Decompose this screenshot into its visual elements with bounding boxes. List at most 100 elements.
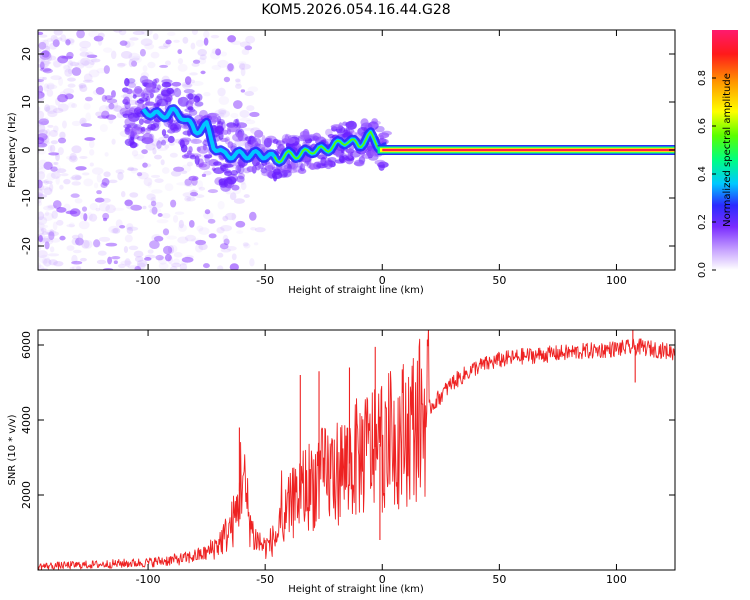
spectrogram-noise-blob — [59, 235, 66, 241]
spectrogram-noise-blob — [97, 36, 103, 46]
spectrogram-cloud-blob — [173, 87, 182, 98]
spectrogram-cloud-blob — [123, 96, 131, 105]
spectrogram-noise-blob — [77, 59, 89, 67]
spectrogram-noise-blob — [79, 84, 88, 93]
spectrogram-cloud-blob — [349, 151, 361, 158]
spectrogram-cloud-blob — [124, 78, 130, 87]
snr-y-tick-label: 2000 — [20, 481, 33, 509]
spectrogram-noise-blob — [38, 149, 46, 155]
spectrogram-cloud-blob — [170, 123, 182, 133]
spectrogram-cloud-blob — [145, 83, 155, 93]
spectrogram-noise-blob — [188, 220, 195, 228]
spectrogram-noise-blob — [85, 112, 91, 122]
spectrogram-noise-blob — [115, 169, 125, 174]
spectrogram-noise-blob — [128, 58, 134, 68]
spectrogram-noise-blob — [124, 199, 133, 207]
spectrogram-noise-blob — [111, 138, 116, 145]
spectrogram-noise-blob — [186, 161, 193, 167]
spectrogram-cloud-blob — [194, 101, 204, 107]
spectrogram-noise-blob — [40, 227, 47, 233]
spectrogram-noise-blob — [49, 246, 55, 253]
spectrogram-noise-blob — [39, 50, 52, 60]
spectrogram-noise-blob — [89, 162, 94, 167]
spectrogram-noise-blob — [103, 65, 110, 74]
spectrogram-noise-blob — [84, 137, 96, 141]
spectrogram-noise-blob — [59, 184, 64, 190]
spectrogram-noise-blob — [147, 249, 154, 254]
spectrogram-noise-blob — [151, 174, 161, 178]
spectrogram-noise-blob — [173, 39, 180, 43]
spectrogram-noise-blob — [231, 40, 242, 46]
spectrogram-noise-blob — [124, 258, 131, 267]
colorbar-tick-label: 0.0 — [697, 262, 708, 278]
spectrogram-noise-blob — [49, 183, 54, 192]
spectrogram-noise-blob — [67, 83, 76, 88]
spectrogram-noise-blob — [62, 120, 67, 129]
spectrogram-noise-blob — [158, 256, 168, 265]
spectrogram-noise-blob — [79, 155, 88, 159]
spectrogram-noise-blob — [115, 219, 123, 228]
spectrogram-noise-blob — [62, 65, 70, 70]
spectrogram-noise-blob — [177, 236, 189, 244]
spectrogram-noise-blob — [170, 199, 177, 208]
spectrogram-noise-blob — [108, 225, 120, 234]
spectrogram-noise-blob — [38, 228, 45, 236]
spectrogram-cloud-blob — [260, 167, 268, 174]
spectrogram-noise-blob — [38, 216, 48, 226]
spectrogram-cloud-blob — [131, 126, 142, 132]
spectrogram-noise-blob — [101, 110, 110, 119]
spectrogram-cloud-blob — [171, 81, 182, 87]
spectrogram-cloud-blob — [341, 154, 349, 161]
spectrogram-noise-blob — [38, 63, 45, 68]
spectrogram-noise-blob — [81, 239, 90, 249]
spectrogram-noise-blob — [38, 243, 42, 251]
spectrogram-noise-blob — [223, 76, 231, 83]
spectrogram-cloud-blob — [213, 167, 225, 174]
spectrogram-noise-blob — [38, 76, 45, 81]
spectrogram-noise-blob — [38, 211, 45, 221]
spectrogram-cloud-blob — [261, 135, 266, 145]
spectrogram-x-tick-label: 100 — [606, 274, 627, 287]
spectrogram-noise-blob — [97, 32, 105, 39]
spectrogram-noise-blob — [143, 163, 152, 168]
spectrogram-noise-blob — [126, 223, 134, 230]
spectrogram-noise-blob — [89, 203, 98, 211]
spectrogram-noise-blob — [83, 103, 91, 110]
spectrogram-cloud-blob — [140, 126, 146, 132]
snr-y-label: SNR (10 * v/v) — [7, 414, 18, 485]
spectrogram-noise-blob — [81, 119, 86, 127]
spectrogram-cloud-blob — [230, 170, 239, 176]
spectrogram-noise-blob — [38, 123, 46, 133]
spectrogram-noise-blob — [38, 80, 42, 84]
spectrogram-noise-blob — [43, 258, 52, 267]
spectrogram-noise-blob — [148, 204, 156, 209]
spectrogram-cloud-blob — [132, 94, 137, 99]
spectrogram-noise-blob — [127, 166, 135, 171]
spectrogram-cloud-blob — [374, 159, 386, 165]
spectrogram-noise-blob — [39, 61, 45, 70]
band-red — [382, 148, 675, 152]
spectrogram-cloud-blob — [315, 162, 326, 169]
spectrogram-noise-blob — [242, 242, 249, 247]
spectrogram-noise-blob — [169, 152, 178, 158]
spectrogram-noise-blob — [49, 229, 55, 235]
spectrogram-noise-blob — [208, 233, 217, 239]
spectrogram-y-tick-label: 0 — [20, 147, 33, 154]
spectrogram-noise-blob — [38, 250, 48, 259]
spectrogram-noise-blob — [99, 123, 108, 132]
spectrogram-noise-blob — [150, 189, 163, 194]
spectrogram-noise-blob — [217, 252, 224, 258]
spectrogram-noise-blob — [50, 171, 61, 179]
spectrogram-noise-blob — [126, 226, 139, 231]
spectrogram-cloud-blob — [235, 122, 248, 129]
spectrogram-noise-blob — [184, 182, 195, 187]
spectrogram-noise-blob — [42, 76, 47, 81]
spectrogram-noise-blob — [128, 245, 139, 251]
spectrogram-cloud-blob — [190, 138, 203, 144]
spectrogram-noise-blob — [79, 40, 92, 49]
spectrogram-noise-blob — [198, 186, 206, 191]
spectrogram-noise-blob — [245, 119, 256, 125]
spectrogram-noise-blob — [71, 265, 82, 270]
spectrogram-noise-blob — [173, 251, 183, 258]
spectrogram-noise-blob — [152, 33, 159, 41]
